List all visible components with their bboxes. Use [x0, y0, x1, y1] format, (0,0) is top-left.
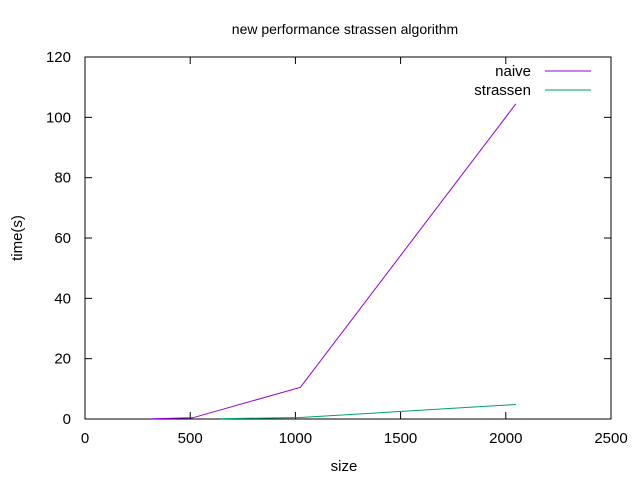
x-tick-label: 2500 [594, 430, 627, 447]
x-axis-ticks: 0 500 1000 1500 2000 2500 [81, 57, 628, 447]
x-tick-label: 1000 [279, 430, 312, 447]
x-tick-label: 0 [81, 430, 89, 447]
legend-label-strassen: strassen [474, 82, 531, 99]
plot-frame [84, 56, 612, 420]
x-tick-label: 2000 [489, 430, 522, 447]
y-axis-ticks: 0 20 40 60 80 100 120 [46, 49, 611, 428]
x-tick-label: 1500 [384, 430, 417, 447]
y-tick-label: 100 [46, 109, 71, 126]
series-group [152, 103, 517, 420]
y-axis-label: time(s) [9, 215, 26, 261]
y-tick-label: 20 [54, 351, 71, 368]
y-tick-label: 80 [54, 170, 71, 187]
chart-title: new performance strassen algorithm [232, 21, 458, 37]
y-tick-label: 0 [63, 411, 71, 428]
series-line-naive [152, 103, 517, 420]
x-tick-label: 500 [178, 430, 203, 447]
legend-label-naive: naive [495, 63, 531, 80]
series-line-strassen [219, 404, 516, 420]
y-tick-label: 40 [54, 290, 71, 307]
y-tick-label: 120 [46, 49, 71, 66]
x-axis-label: size [331, 458, 358, 475]
legend: naive strassen [474, 63, 591, 99]
y-tick-label: 60 [54, 230, 71, 247]
